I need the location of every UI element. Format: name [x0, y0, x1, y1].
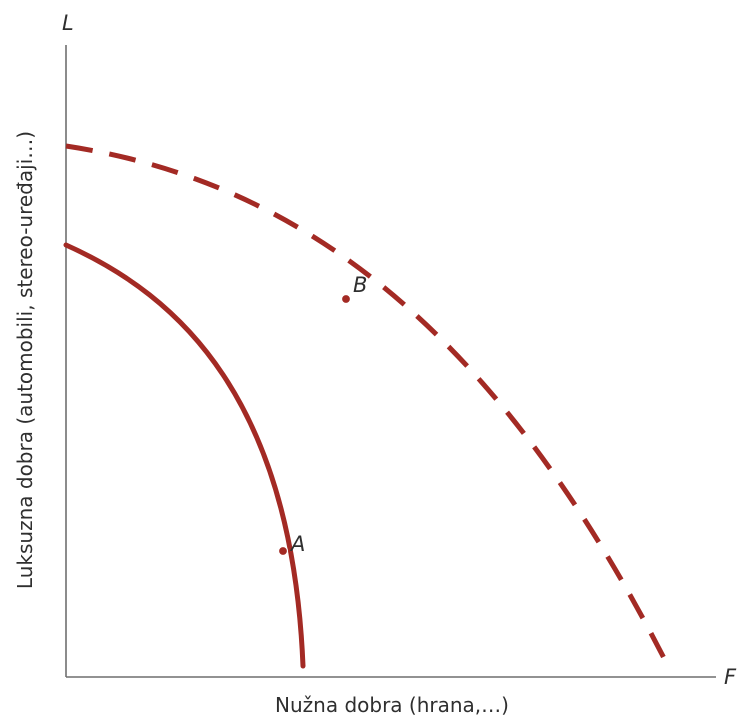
- x-axis-letter: F: [724, 665, 737, 689]
- y-axis-letter: L: [62, 11, 74, 35]
- point-a-label: A: [289, 532, 305, 556]
- point-a-marker: [277, 545, 289, 557]
- ppf-curve-expanded: [65, 143, 671, 668]
- y-axis-title: Luksuzna dobra (automobili, stereo-uređa…: [13, 131, 37, 589]
- point-b-marker: [340, 293, 352, 305]
- ppf-curve-original: [63, 242, 306, 669]
- x-axis-title: Nužna dobra (hrana,…): [275, 693, 509, 717]
- point-b-label: B: [353, 273, 367, 297]
